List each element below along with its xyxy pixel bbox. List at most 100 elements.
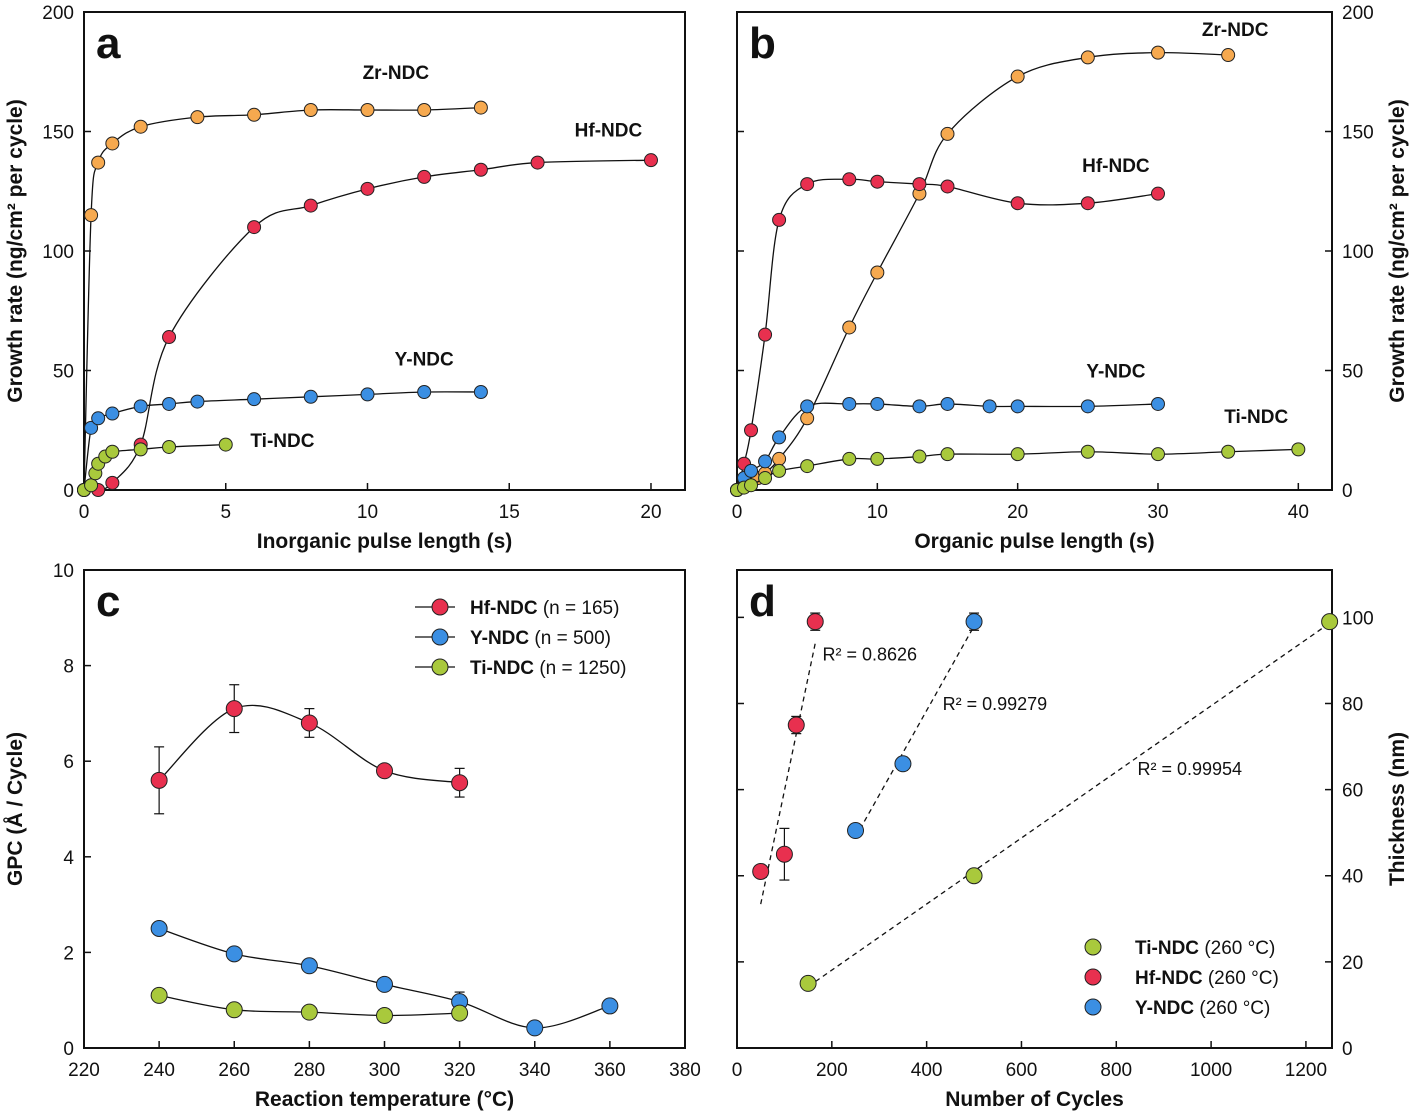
data-point [870,396,885,411]
data-point [417,385,432,400]
data-point [162,396,177,411]
plot-frame [83,569,686,1049]
x-tick-label: 340 [519,1060,551,1081]
data-point [940,396,955,411]
y-axis-title: Growth rate (ng/cm² per cycle) [1386,99,1409,402]
x-tick-label: 220 [68,1060,100,1081]
x-tick-label: 20 [1007,502,1028,523]
data-point [940,179,955,194]
data-point [376,762,393,780]
r-squared-note: R² = 0.99279 [943,694,1048,714]
data-point [870,451,885,466]
data-point [772,463,787,478]
data-point [912,399,927,414]
data-point [473,385,488,400]
panel: 0 10 20 30 40 0 50 100 150 200 b Organic pulse leng… [730,3,1409,553]
x-tick-label: 260 [218,1060,250,1081]
panel-letter: d [749,577,776,626]
data-point [190,110,205,125]
data-point [247,220,262,235]
legend-marker [1084,968,1102,986]
legend-marker [431,598,449,616]
data-point [162,330,177,345]
panel: 0 200 400 600 800 1000 1200 0 20 40 60 80 100 d Number… [732,569,1409,1111]
data-point [1150,396,1165,411]
data-point [643,153,658,168]
x-tick-label: 0 [732,502,743,523]
legend-marker [431,658,449,676]
data-point [1080,399,1095,414]
x-tick-label: 200 [816,1060,848,1081]
data-point [787,716,805,734]
panel: 220 240 260 280 300 320 340 360 380 0 2 4 6 8 10 c React… [3,561,701,1111]
data-point [758,327,773,342]
legend-marker [431,628,449,646]
data-point [91,411,106,426]
x-tick-label: 20 [640,502,661,523]
data-point [940,126,955,141]
data-point [982,399,997,414]
x-tick-label: 10 [867,502,888,523]
data-point [218,437,233,452]
x-tick-label: 1200 [1285,1060,1327,1081]
data-point [1221,48,1236,63]
data-point [1291,442,1306,457]
legend-note: (260 °C) [1208,968,1279,989]
y-tick-label: 20 [1342,953,1363,974]
data-point [744,423,759,438]
series-label: Ti-NDC [1224,407,1288,428]
y-tick-label: 150 [1342,123,1374,144]
y-tick-label: 4 [63,848,74,869]
data-point [133,399,148,414]
data-point [417,169,432,184]
x-tick-label: 30 [1147,502,1168,523]
r-squared-note: R² = 0.99954 [1137,759,1242,779]
data-point [225,700,243,718]
data-point [105,136,120,151]
data-point [150,771,168,789]
y-tick-label: 2 [63,943,74,964]
data-point [162,439,177,454]
y-tick-label: 8 [63,657,74,678]
data-point [601,997,619,1015]
data-point [1010,69,1025,84]
legend-marker [1084,998,1102,1016]
legend-name: Ti-NDC [1135,938,1199,959]
data-point [1080,50,1095,65]
data-point [965,613,983,631]
y-tick-label: 10 [53,561,74,582]
y-tick-label: 150 [42,123,74,144]
data-point [1010,196,1025,211]
x-tick-label: 400 [911,1060,943,1081]
legend-name: Y-NDC [1135,998,1194,1019]
data-point [473,100,488,115]
data-point [800,177,815,192]
panel-letter: a [96,19,121,68]
data-point [806,613,824,631]
fit-line [854,625,975,838]
series-line [736,402,1159,491]
data-point [526,1019,544,1037]
legend-note: (n = 500) [534,628,611,649]
x-axis-title: Reaction temperature (°C) [255,1088,514,1111]
data-point [1321,613,1339,631]
x-tick-label: 360 [594,1060,626,1081]
y-tick-label: 0 [63,1039,74,1060]
data-point [150,920,168,937]
data-point [870,265,885,280]
data-point [247,392,262,407]
plot-frame [736,569,1333,1049]
data-point [360,102,375,117]
data-point [842,396,857,411]
legend-name: Hf-NDC [470,598,538,619]
plot-frame [83,11,686,491]
data-point [800,459,815,474]
data-point [912,449,927,464]
data-point [842,172,857,187]
data-point [473,162,488,177]
y-tick-label: 6 [63,752,74,773]
legend-entry: Ti-NDC (n = 1250) [470,658,626,679]
series-label: Ti-NDC [250,431,314,452]
data-point [799,974,817,992]
